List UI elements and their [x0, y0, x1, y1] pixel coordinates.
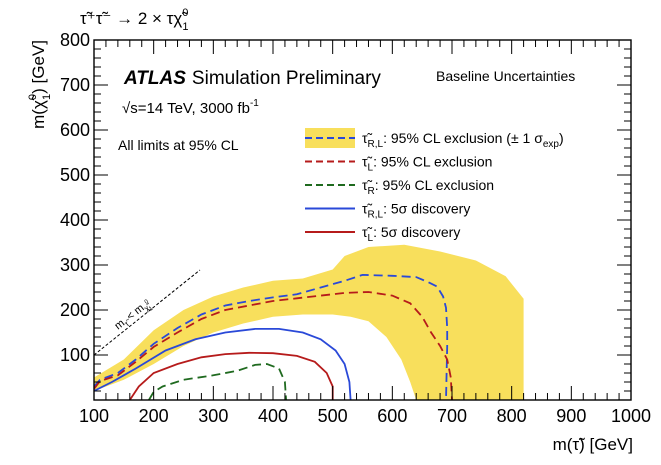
uncertainty-band	[94, 244, 524, 400]
series-layer	[94, 273, 453, 400]
x-tick-label: 700	[437, 406, 467, 426]
limits-label: All limits at 95% CL	[118, 137, 239, 153]
chart-title: τ̃⁺τ̃⁻ → 2 × τχ̃0 1	[80, 7, 189, 33]
x-tick-label: 400	[258, 406, 288, 426]
kinematic-limit-line	[94, 269, 201, 356]
series-line-0	[94, 273, 449, 400]
y-tick-label: 800	[60, 30, 90, 50]
x-tick-label: 1000	[611, 406, 651, 426]
y-tick-label: 700	[60, 75, 90, 95]
legend-label-2: τ̃R: 95% CL exclusion	[362, 177, 494, 197]
series-line-2	[148, 363, 287, 400]
legend-label-4: τ̃L: 5σ discovery	[362, 224, 460, 244]
y-axis-label: m(χ̃0 1) [GeV]	[27, 40, 53, 129]
y-tick-label: 600	[60, 120, 90, 140]
x-tick-label: 500	[318, 406, 348, 426]
legend-label-0: τ̃R,L: 95% CL exclusion (± 1 σexp)	[362, 130, 564, 150]
kinematic-limit-label: mτ̃<mχ̃01	[112, 297, 155, 336]
x-tick-label: 900	[556, 406, 586, 426]
x-axis-label: m(τ̃) [GeV]	[553, 435, 633, 454]
atlas-label: ATLAS Simulation Preliminary	[123, 68, 381, 89]
series-line-4	[129, 351, 334, 400]
y-tick-label: 500	[60, 165, 90, 185]
y-tick-label: 300	[60, 255, 90, 275]
series-line-1	[94, 291, 453, 400]
x-tick-label: 800	[497, 406, 527, 426]
energy-label: √s=14 TeV, 3000 fb-1	[122, 98, 259, 117]
y-tick-label: 100	[60, 345, 90, 365]
uncertainty-label: Baseline Uncertainties	[436, 68, 575, 84]
x-tick-label: 300	[198, 406, 228, 426]
legend: τ̃R,L: 95% CL exclusion (± 1 σexp) τ̃L: 9…	[305, 128, 564, 244]
x-tick-label: 100	[79, 406, 109, 426]
legend-label-3: τ̃R,L: 5σ discovery	[362, 201, 470, 221]
x-tick-label: 200	[139, 406, 169, 426]
legend-label-1: τ̃L: 95% CL exclusion	[362, 154, 492, 174]
y-tick-label: 400	[60, 210, 90, 230]
x-tick-label: 600	[377, 406, 407, 426]
y-tick-label: 200	[60, 300, 90, 320]
ticks-layer: 100 200 300 400 500 600 700 800 900 1000 100 200 300…	[60, 30, 651, 426]
series-line-3	[94, 328, 352, 400]
